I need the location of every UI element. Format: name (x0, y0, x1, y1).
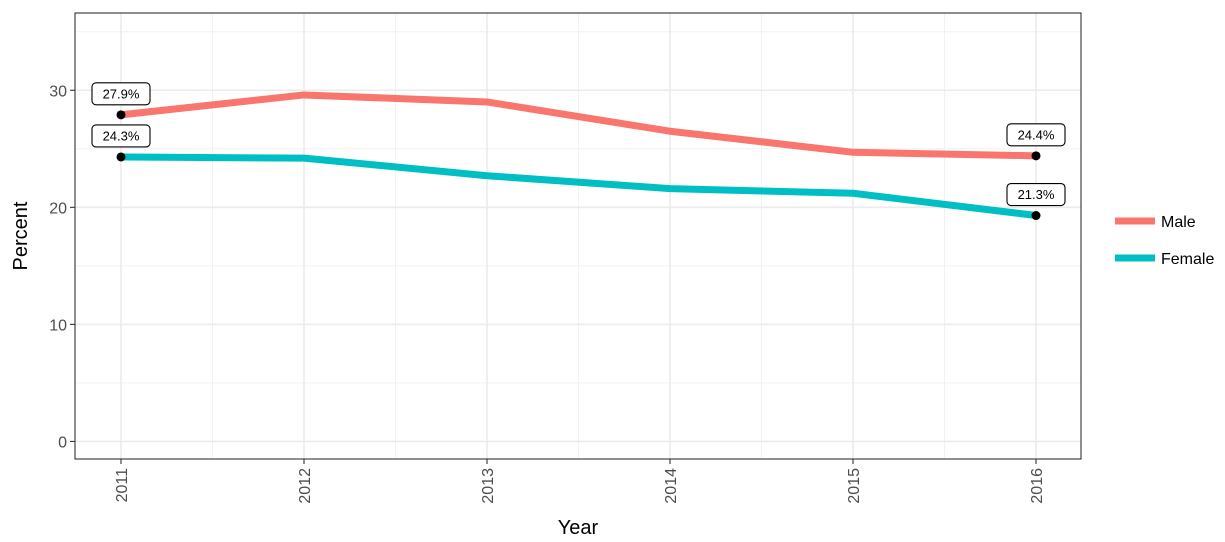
data-label-text: 27.9% (103, 86, 140, 101)
legend: Male Female (1115, 214, 1214, 268)
series-lines (120, 91, 1037, 219)
endpoint-markers (116, 110, 1041, 221)
endpoint-marker (1031, 151, 1041, 161)
data-label: 27.9% (91, 82, 151, 106)
endpoint-marker (1031, 211, 1041, 221)
x-tick-label: 2015 (846, 468, 863, 504)
legend-label-female: Female (1161, 251, 1214, 268)
major-gridlines (75, 13, 1081, 459)
data-labels: 27.9% 24.4% 24.3% 21.3% (91, 82, 1066, 207)
legend-label-male: Male (1161, 214, 1196, 231)
legend-key-female (1115, 254, 1155, 262)
data-label-text: 21.3% (1018, 187, 1055, 202)
series-line-male (120, 91, 1037, 160)
x-tick-label: 2011 (114, 468, 131, 503)
data-label: 21.3% (1006, 182, 1066, 207)
x-axis-title: Year (558, 517, 599, 539)
y-tick-label: 30 (49, 83, 67, 100)
y-tick-label: 0 (58, 434, 67, 451)
data-label-box (1006, 123, 1066, 147)
x-tick-label: 2016 (1029, 468, 1046, 504)
endpoint-marker (116, 152, 126, 162)
plot-border (74, 12, 1082, 460)
data-label-text: 24.3% (103, 128, 140, 143)
y-tick-label: 20 (49, 200, 67, 217)
legend-key-male (1115, 217, 1155, 225)
minor-gridlines (75, 13, 1081, 459)
data-label-box (91, 124, 151, 148)
data-label: 24.3% (91, 124, 151, 148)
y-axis: 0 10 20 30 (49, 83, 75, 451)
data-label: 24.4% (1006, 123, 1066, 147)
y-tick-label: 10 (49, 317, 67, 334)
x-tick-label: 2013 (480, 468, 497, 504)
data-label-text: 24.4% (1018, 127, 1055, 142)
x-tick-label: 2014 (663, 468, 680, 504)
x-tick-label: 2012 (297, 468, 314, 504)
data-label-box (91, 82, 151, 106)
endpoint-marker (116, 110, 126, 120)
data-label-box (1006, 182, 1066, 207)
x-axis: 2011 2012 2013 2014 2015 2016 (114, 459, 1046, 504)
y-axis-title: Percent (10, 201, 32, 270)
series-line-female (120, 153, 1037, 219)
